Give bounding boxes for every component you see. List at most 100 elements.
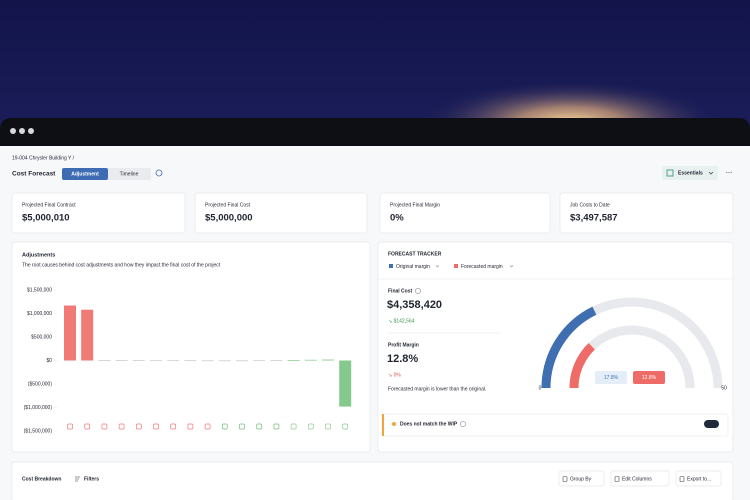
gauge: 0 50 17.8% 12.8% — [539, 297, 727, 391]
bar — [132, 360, 145, 362]
toolbar-button[interactable] — [610, 470, 670, 487]
toolbar-icon — [614, 476, 620, 482]
y-tick-label: $500,000 — [31, 334, 52, 340]
adjustments-chart: $1,500,000 $1,000,000 $500,000 $0 ($500,000)… — [24, 287, 352, 434]
category-icon[interactable] — [135, 423, 142, 430]
summary-card — [559, 192, 734, 234]
category-icon[interactable] — [153, 423, 159, 430]
category-icon[interactable] — [118, 423, 125, 430]
category-icon[interactable] — [84, 423, 91, 430]
bar — [339, 360, 352, 407]
summary-card — [194, 192, 368, 234]
y-tick-label: ($1,000,000) — [24, 405, 53, 411]
card-label: Projected Final Contract — [22, 202, 76, 208]
help-icon[interactable] — [415, 288, 421, 294]
gauge-badge — [633, 371, 665, 384]
toggle[interactable] — [704, 420, 719, 428]
tab-active[interactable] — [62, 168, 108, 180]
category-icon[interactable] — [342, 423, 349, 430]
category-icon[interactable] — [256, 423, 263, 430]
toolbar-button[interactable] — [675, 470, 722, 487]
category-icon[interactable] — [204, 423, 211, 430]
help-icon[interactable] — [460, 421, 466, 427]
category-icon[interactable] — [307, 423, 314, 430]
tab[interactable]: Adjustment — [71, 171, 99, 177]
category-icon[interactable] — [187, 423, 194, 430]
toolbar-label[interactable]: Export to... — [687, 476, 711, 482]
card-value: $5,000,000 — [205, 213, 253, 224]
bar — [64, 305, 76, 361]
category-icon[interactable] — [67, 423, 73, 430]
warning-accent — [382, 414, 384, 436]
y-tick-label: $1,500,000 — [27, 287, 52, 293]
bar — [304, 359, 317, 361]
bar — [81, 309, 94, 361]
gauge-min: 0 — [539, 385, 542, 391]
filter-icon — [75, 476, 80, 482]
window-dot[interactable] — [28, 128, 34, 134]
warning-icon — [392, 422, 396, 426]
legend-swatch — [389, 264, 393, 268]
toolbar-label[interactable]: Edit Columns — [622, 476, 652, 482]
bar — [167, 360, 180, 362]
view-label[interactable]: Essentials — [678, 170, 703, 176]
metric-value: $4,358,420 — [387, 299, 442, 311]
card-value: 0% — [390, 213, 404, 224]
toolbar-label[interactable]: Group By — [570, 476, 592, 482]
window-bar — [0, 118, 750, 146]
chevron — [708, 171, 714, 175]
gauge-arc — [541, 306, 597, 389]
metric-value: 12.8% — [387, 353, 418, 365]
chevron — [435, 265, 440, 268]
bar — [184, 360, 197, 362]
legend-swatch — [454, 264, 458, 268]
bar — [287, 360, 300, 361]
legend-label[interactable]: Forecasted margin — [461, 264, 503, 270]
summary-card — [11, 192, 186, 234]
bar — [98, 360, 111, 361]
bar — [201, 360, 214, 362]
category-icon[interactable] — [273, 423, 280, 430]
metric-change: ↘ 0% — [388, 372, 401, 378]
toolbar-icon — [679, 476, 685, 482]
window-dot[interactable] — [19, 128, 25, 134]
card-label: Job Costs to Date — [570, 202, 610, 208]
tab[interactable]: Timeline — [120, 171, 139, 177]
more-menu[interactable]: ⋯ — [726, 170, 733, 177]
toolbar-icon — [562, 476, 568, 482]
legend: Original margin Forecasted margin — [389, 264, 514, 270]
panel-title: FORECAST TRACKER — [388, 251, 442, 257]
summary-cards: Projected Final Contract $5,000,010 Projec… — [11, 192, 734, 234]
gauge-value: 12.8% — [642, 375, 657, 381]
settings-icon[interactable] — [155, 169, 163, 177]
gauge-max: 50 — [721, 385, 727, 391]
category-icon[interactable] — [170, 423, 177, 430]
bar — [218, 360, 231, 362]
legend-label[interactable]: Original margin — [396, 264, 430, 270]
panel-subtitle: The root causes behind cost adjustments … — [22, 262, 221, 268]
window-dot[interactable] — [10, 128, 16, 134]
category-icon[interactable] — [325, 423, 331, 430]
toolbar: Group By Edit Columns Export to... — [558, 470, 722, 487]
category-icon[interactable] — [290, 423, 297, 430]
breakdown-panel — [11, 461, 734, 500]
metric-change: ↘ $142,564 — [388, 318, 415, 324]
bar — [150, 360, 162, 362]
bar — [115, 360, 128, 361]
category-icon[interactable] — [101, 423, 108, 430]
category-icon[interactable] — [221, 423, 228, 430]
y-tick-label: ($1,500,000) — [24, 428, 53, 434]
card-value: $3,497,587 — [570, 213, 618, 224]
bar — [236, 360, 248, 362]
breadcrumb[interactable]: 19-004 Chrysler Building Y / — [12, 155, 75, 161]
gauge-arc — [569, 342, 596, 389]
toolbar-button[interactable] — [558, 470, 605, 487]
y-tick-label: ($500,000) — [28, 381, 53, 387]
metric-label: Profit Margin — [388, 342, 419, 348]
category-icon[interactable] — [239, 423, 245, 430]
card-label: Projected Final Cost — [205, 202, 251, 208]
filters-button[interactable]: Filters — [84, 476, 99, 482]
view-button[interactable] — [662, 166, 718, 180]
panel-title: Cost Breakdown — [22, 476, 61, 482]
